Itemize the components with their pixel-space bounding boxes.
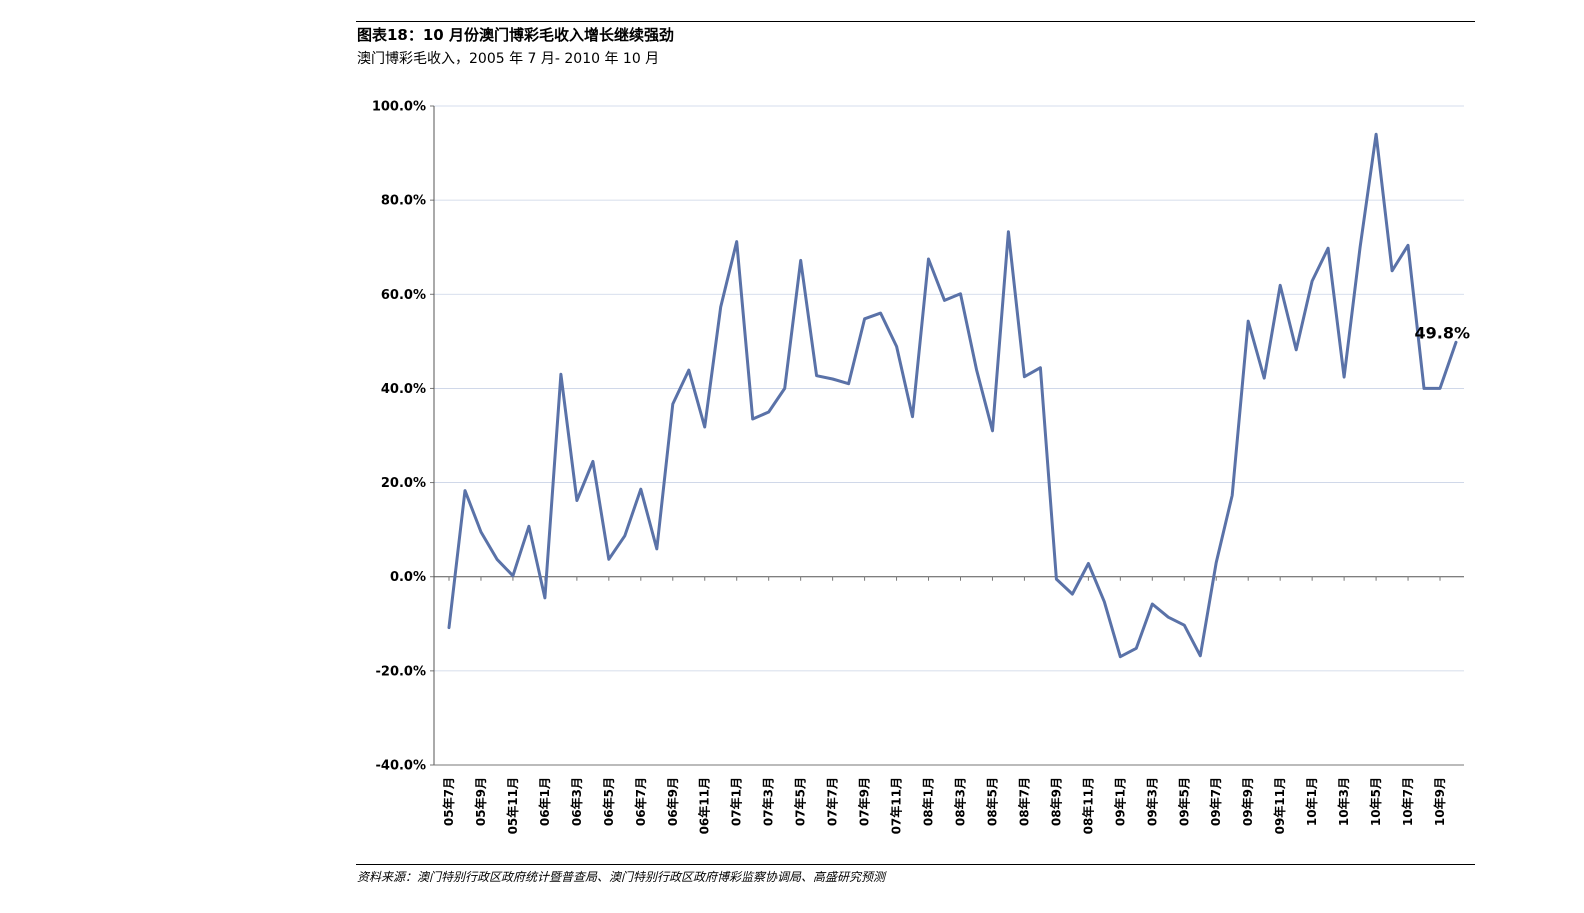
x-tick-label: 05年7月 [441,777,456,826]
x-tick-label: 09年7月 [1208,777,1223,826]
x-tick-label: 06年9月 [665,777,680,826]
x-tick-label: 07年5月 [793,777,808,826]
x-tick-label: 07年9月 [857,777,872,826]
x-tick-label: 06年1月 [537,777,552,826]
series-line [447,132,1458,659]
x-tick-label: 10年5月 [1368,777,1383,826]
y-tick-label: -40.0% [376,759,427,774]
x-tick-label: 10年1月 [1304,777,1319,826]
x-tick-label: 08年7月 [1016,777,1031,826]
x-tick-label: 06年7月 [633,777,648,826]
x-tick-label: 09年1月 [1112,777,1127,826]
bottom-rule [356,864,1475,865]
x-tick-label: 06年11月 [697,777,712,834]
x-tick-label: 06年5月 [601,777,616,826]
x-tick-label: 08年1月 [921,777,936,826]
y-tick-label: 0.0% [390,570,426,585]
source-note: 资料来源：澳门特别行政区政府统计暨普查局、澳门特别行政区政府博彩监察协调局、高盛… [357,870,886,884]
x-tick-label: 08年3月 [952,777,967,826]
x-tick-label: 10年9月 [1432,777,1447,826]
x-tick-label: 09年9月 [1240,777,1255,826]
x-tick-label: 05年11月 [505,777,520,834]
x-tick-label: 08年11月 [1080,777,1095,834]
top-rule [356,21,1475,22]
x-tick-label: 05年9月 [473,777,488,826]
x-tick-label: 07年3月 [761,777,776,826]
chart-subtitle: 澳门博彩毛收入，2005 年 7 月- 2010 年 10 月 [357,51,660,67]
x-tick-label: 08年9月 [1048,777,1063,826]
y-tick-label: 100.0% [372,100,426,115]
x-tick-label: 09年5月 [1176,777,1191,826]
x-tick-label: 09年3月 [1144,777,1159,826]
x-tick-label: 07年11月 [889,777,904,834]
x-tick-label: 06年3月 [569,777,584,826]
x-tick-label: 07年7月 [825,777,840,826]
y-tick-label: -20.0% [376,664,427,679]
x-tick-label: 09年11月 [1272,777,1287,834]
x-tick-label: 10年3月 [1336,777,1351,826]
y-tick-label: 20.0% [381,476,426,491]
y-tick-label: 40.0% [381,382,426,397]
x-tick-label: 08年5月 [984,777,999,826]
x-tick-label: 07年1月 [729,777,744,826]
y-tick-label: 60.0% [381,288,426,303]
data-label: 49.8% [1414,323,1470,342]
y-tick-label: 80.0% [381,194,426,209]
x-tick-label: 10年7月 [1400,777,1415,826]
chart-title: 图表18：10 月份澳门博彩毛收入增长继续强劲 [357,26,674,44]
